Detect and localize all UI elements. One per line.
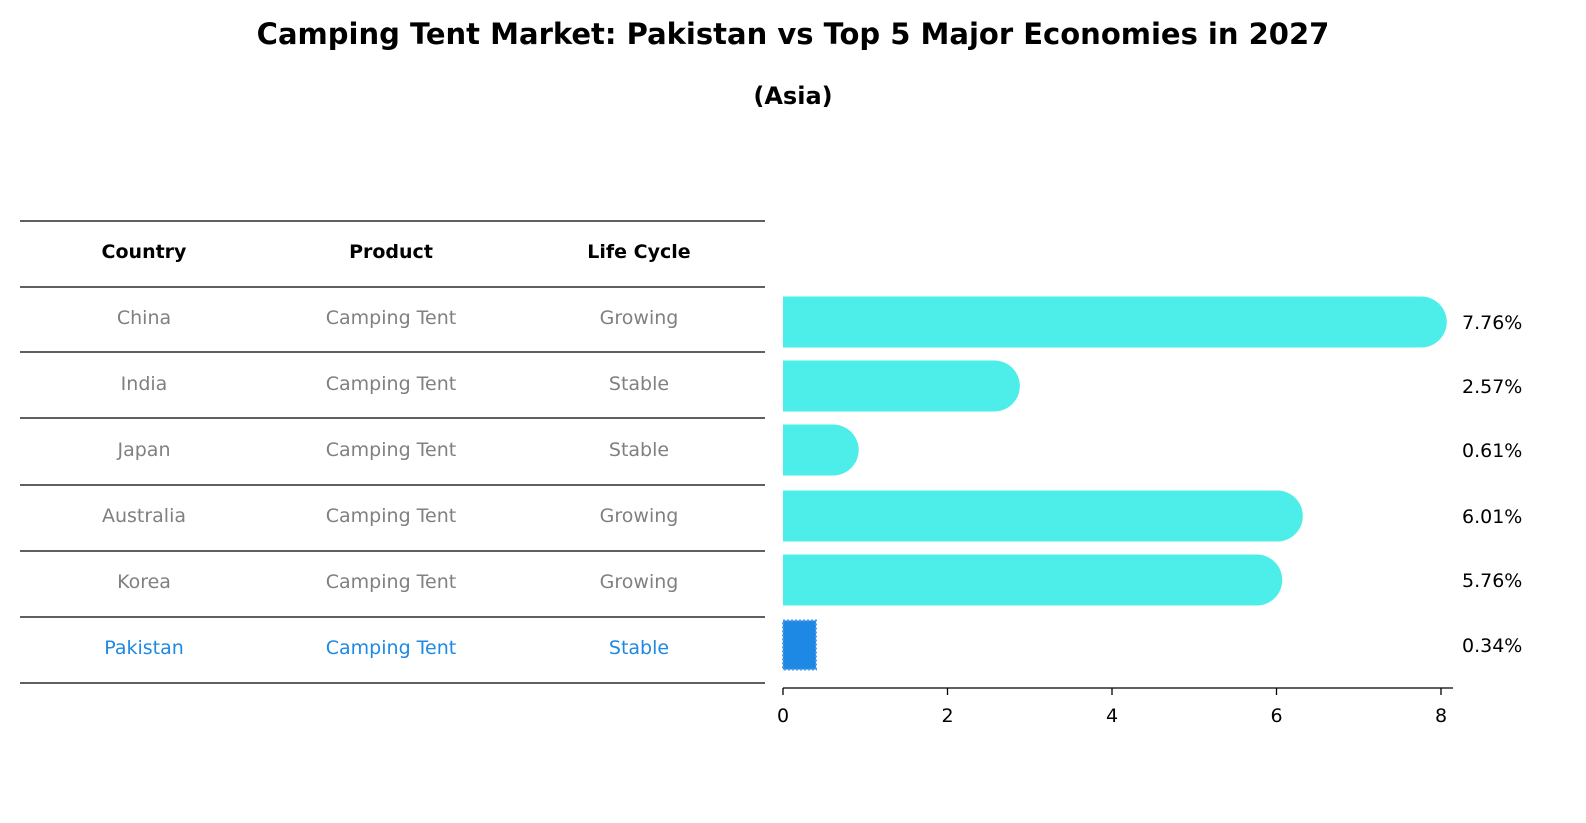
- table-cell-korea-life-cycle: Growing: [600, 571, 679, 593]
- value-label-australia: 6.01%: [1462, 506, 1522, 528]
- bar-australia: [783, 490, 1303, 542]
- x-tick-label: 0: [777, 705, 789, 727]
- table-cell-korea-country: Korea: [117, 571, 171, 593]
- value-label-india: 2.57%: [1462, 376, 1522, 398]
- value-label-pakistan: 0.34%: [1462, 635, 1522, 657]
- value-label-japan: 0.61%: [1462, 440, 1522, 462]
- value-label-china: 7.76%: [1462, 312, 1522, 334]
- table-header-product: Product: [349, 241, 433, 263]
- table-cell-pakistan-country: Pakistan: [104, 637, 184, 659]
- x-tick-label: 2: [941, 705, 953, 727]
- bar-china: [783, 296, 1447, 348]
- table-header-life-cycle: Life Cycle: [587, 241, 690, 263]
- table-cell-pakistan-life-cycle: Stable: [609, 637, 669, 659]
- table-cell-india-country: India: [121, 373, 168, 395]
- bar-korea: [783, 554, 1283, 606]
- value-labels: 7.76% 2.57% 0.61% 6.01% 5.76% 0.34%: [1462, 312, 1522, 657]
- table-cell-korea-product: Camping Tent: [326, 571, 456, 593]
- bar-india: [783, 360, 1020, 412]
- table-cell-japan-country: Japan: [117, 439, 171, 461]
- table-header-country: Country: [102, 241, 188, 263]
- table-cell-india-life-cycle: Stable: [609, 373, 669, 395]
- chart-subtitle: (Asia): [753, 82, 833, 110]
- x-tick-label: 8: [1435, 705, 1447, 727]
- table-cell-australia-country: Australia: [102, 505, 186, 527]
- bar-series: [782, 296, 1447, 671]
- table-cell-australia-life-cycle: Growing: [600, 505, 679, 527]
- bar-pakistan: [782, 619, 817, 671]
- table-cell-india-product: Camping Tent: [326, 373, 456, 395]
- table-cell-china-country: China: [117, 307, 171, 329]
- bar-japan: [783, 424, 859, 476]
- table-cell-japan-life-cycle: Stable: [609, 439, 669, 461]
- x-axis: 0 2 4 6 8: [777, 687, 1453, 727]
- table-cell-pakistan-product: Camping Tent: [326, 637, 456, 659]
- table-cell-china-product: Camping Tent: [326, 307, 456, 329]
- chart-title: Camping Tent Market: Pakistan vs Top 5 M…: [256, 17, 1330, 51]
- table-cell-china-life-cycle: Growing: [600, 307, 679, 329]
- table-cell-australia-product: Camping Tent: [326, 505, 456, 527]
- data-table: Country Product Life Cycle China Camping Ten…: [20, 220, 765, 684]
- x-tick-label: 4: [1106, 705, 1118, 727]
- table-cell-japan-product: Camping Tent: [326, 439, 456, 461]
- value-label-korea: 5.76%: [1462, 570, 1522, 592]
- x-tick-label: 6: [1270, 705, 1282, 727]
